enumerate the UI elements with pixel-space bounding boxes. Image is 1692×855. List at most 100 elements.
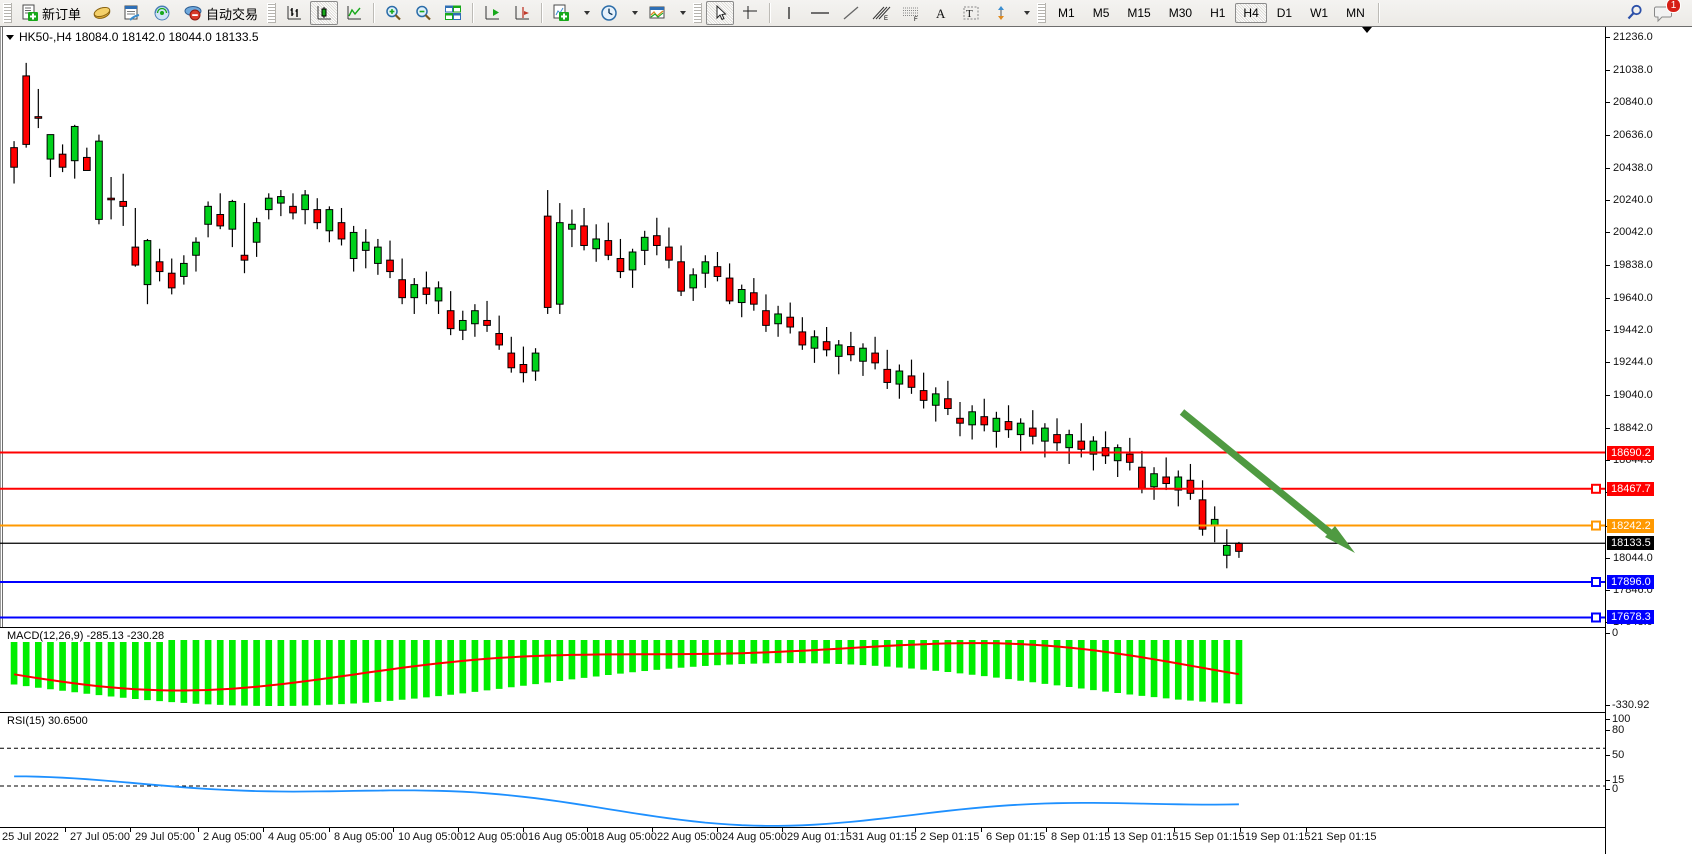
line-chart-button[interactable] [340, 1, 368, 25]
time-axis-tick [587, 828, 588, 832]
price-level-label[interactable]: 18133.5 [1607, 536, 1654, 551]
data-window-button[interactable] [118, 1, 146, 25]
time-axis-tick [717, 828, 718, 832]
candlestick [289, 193, 297, 220]
auto-scroll-icon [515, 6, 530, 20]
scroll-position-marker[interactable] [1362, 27, 1372, 33]
equidistant-channel-button[interactable]: E [867, 1, 895, 25]
shift-end-button[interactable] [478, 1, 506, 25]
auto-trading-button[interactable]: 自动交易 [178, 1, 263, 25]
indicators-button[interactable] [643, 1, 671, 25]
toolbar-grip-4[interactable] [1037, 3, 1047, 23]
trendline-button[interactable] [837, 1, 865, 25]
price-level-handle[interactable] [1591, 612, 1601, 623]
time-axis-tick [393, 828, 394, 832]
zoom-in-icon [386, 5, 401, 21]
candlestick [264, 193, 273, 220]
price-plot[interactable] [0, 27, 1605, 627]
candlestick [1125, 437, 1134, 471]
new-chart-dropdown[interactable] [577, 1, 593, 25]
candlestick [519, 346, 528, 383]
horizontal-line-button[interactable] [805, 1, 835, 25]
toolbar-grip[interactable] [3, 3, 12, 23]
candlestick [822, 327, 831, 357]
new-order-button[interactable]: 新订单 [16, 1, 86, 25]
candlestick [798, 317, 807, 350]
timeframe-m5[interactable]: M5 [1092, 6, 1110, 20]
time-axis-label: 18 Aug 05:00 [592, 831, 657, 843]
timeframe-m1[interactable]: M1 [1058, 6, 1075, 20]
macd-pane[interactable]: MACD(12,26,9) -285.13 -230.28 [0, 627, 1605, 712]
price-level-handle[interactable] [1591, 520, 1601, 531]
candlestick [956, 402, 964, 437]
shapes-button[interactable] [987, 1, 1015, 25]
trend-arrow-annotation[interactable] [1179, 409, 1355, 553]
timeframe-w1[interactable]: W1 [1310, 6, 1329, 20]
price-level-handle[interactable] [1591, 483, 1601, 494]
candlestick [750, 278, 758, 311]
price-level-handle[interactable] [1591, 577, 1601, 587]
horizontal-line-icon [811, 12, 830, 14]
main-toolbar: 新订单 自动交易 [0, 0, 1692, 27]
price-tick: 20240.0 [1606, 194, 1653, 206]
timeframe-m30[interactable]: M30 [1168, 6, 1193, 20]
timeframe-m15[interactable]: M15 [1127, 6, 1151, 20]
text-label-button[interactable]: T [957, 1, 985, 25]
candlestick [167, 258, 176, 295]
timeframe-mn[interactable]: MN [1346, 6, 1365, 20]
crosshair-button[interactable] [736, 1, 764, 25]
tile-windows-button[interactable] [439, 1, 467, 25]
chart-menu-arrow-icon[interactable] [6, 35, 14, 41]
text-button[interactable]: A [927, 1, 955, 25]
search-button[interactable] [1620, 1, 1648, 25]
price-scale[interactable]: 21236.0 21038.0 20840.0 20636.0 20438.0 20240… [1605, 27, 1692, 854]
toolbar-grip-3[interactable] [693, 3, 703, 23]
fibonacci-button[interactable]: F [897, 1, 925, 25]
timeframe-d1[interactable]: D1 [1276, 6, 1293, 20]
time-axis-tick [652, 828, 653, 832]
candlestick [507, 336, 516, 373]
price-level-label[interactable]: 18690.2 [1607, 445, 1654, 460]
period-button[interactable] [595, 1, 623, 25]
price-tick: 21236.0 [1606, 31, 1653, 43]
timeframe-h4[interactable]: H4 [1235, 3, 1267, 23]
candlestick [155, 248, 164, 282]
period-dropdown[interactable] [625, 1, 641, 25]
candlestick-chart-button[interactable] [310, 1, 339, 25]
indicators-dropdown[interactable] [673, 1, 689, 25]
price-level-label[interactable]: 18467.7 [1607, 481, 1654, 496]
candlestick [665, 227, 673, 269]
notifications-button[interactable]: 1 [1650, 0, 1681, 25]
bar-chart-button[interactable] [280, 1, 308, 25]
auto-scroll-button[interactable] [508, 1, 536, 25]
candlestick [834, 340, 843, 375]
timeframe-h1[interactable]: H1 [1210, 6, 1226, 20]
chart-window[interactable]: HK50-,H4 18084.0 18142.0 18044.0 18133.5… [0, 26, 1692, 854]
price-level-label[interactable]: 18242.2 [1607, 518, 1654, 533]
bar-chart-icon [287, 6, 302, 20]
candlestick [580, 207, 588, 251]
price-level-label[interactable]: 17896.0 [1607, 575, 1654, 589]
vertical-line-button[interactable] [775, 1, 803, 25]
candlestick [410, 278, 419, 314]
candlestick [1235, 541, 1243, 558]
candlestick [131, 207, 140, 267]
new-chart-button[interactable] [547, 1, 575, 25]
signals-button[interactable] [148, 1, 176, 25]
toolbar-separator-2 [472, 3, 474, 23]
toolbar-grip-2[interactable] [267, 3, 277, 23]
time-axis[interactable]: 25 Jul 2022 27 Jul 05:00 29 Jul 05:00 2 Aug… [0, 827, 1692, 853]
line-chart-icon [347, 6, 362, 20]
cursor-button[interactable] [706, 1, 735, 25]
candlestick [1210, 506, 1219, 543]
price-level-label[interactable]: 17678.3 [1607, 610, 1654, 625]
shapes-dropdown[interactable] [1017, 1, 1033, 25]
expert-advisor-button[interactable] [88, 1, 116, 25]
svg-text:A: A [936, 6, 946, 21]
trendline-icon [843, 6, 859, 20]
zoom-in-button[interactable] [379, 1, 407, 25]
candlestick [95, 134, 103, 225]
candlestick [628, 248, 637, 288]
candlestick [1101, 431, 1110, 464]
zoom-out-button[interactable] [409, 1, 437, 25]
